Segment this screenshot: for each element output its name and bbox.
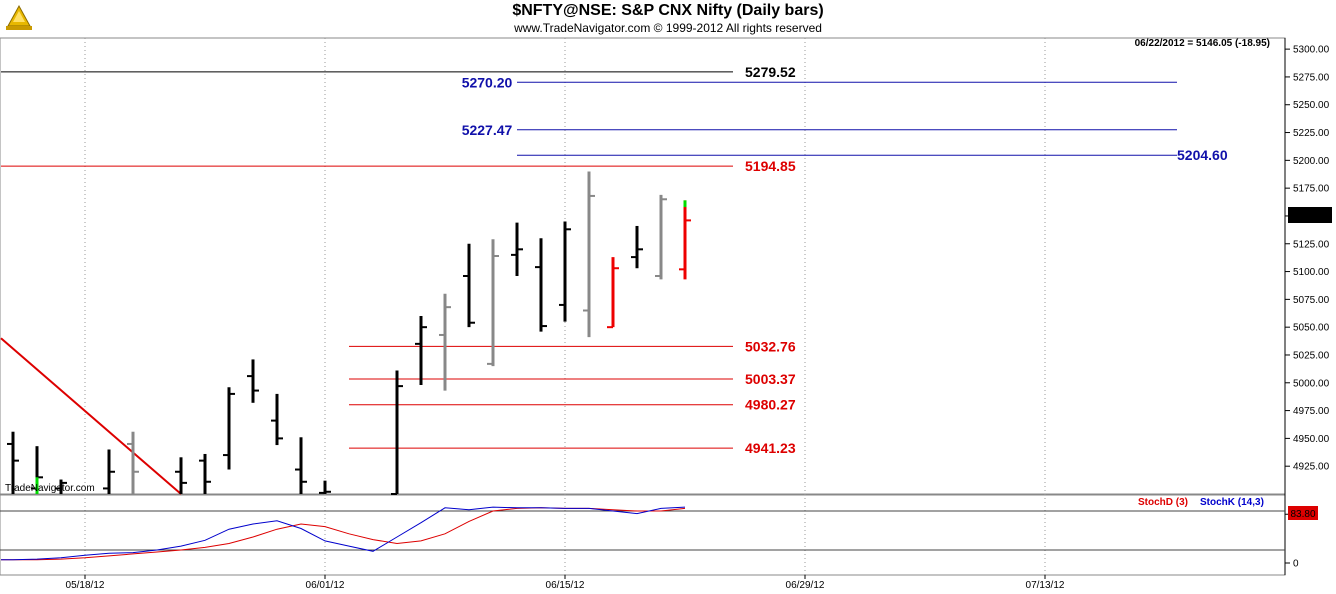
stoch-legend-d: StochD (3) xyxy=(1138,497,1188,508)
ohlc-bar xyxy=(319,480,331,494)
ohlc-bar xyxy=(607,257,619,329)
y-tick-label: 5250.00 xyxy=(1293,100,1330,111)
copyright-subtitle: www.TradeNavigator.com © 1999-2012 All r… xyxy=(514,21,822,35)
x-tick-label: 06/01/12 xyxy=(306,580,345,591)
level-label: 5194.85 xyxy=(745,158,796,174)
ohlc-bar xyxy=(295,437,307,494)
stoch-last-tag: 83.80 xyxy=(1290,509,1315,520)
ohlc-bar xyxy=(415,316,427,386)
ohlc-bar xyxy=(103,449,115,494)
ohlc-bar xyxy=(127,431,139,494)
x-tick-label: 06/29/12 xyxy=(786,580,825,591)
ohlc-bar xyxy=(463,243,475,328)
ohlc-bar xyxy=(679,200,691,280)
stoch-series-line xyxy=(1,506,686,561)
ohlc-bar xyxy=(487,239,499,367)
trend-line xyxy=(0,337,182,495)
ohlc-bar xyxy=(223,387,235,470)
chart-header: $NFTY@NSE: S&P CNX Nifty (Daily bars) ww… xyxy=(0,0,1336,38)
level-label: 5279.52 xyxy=(745,64,796,80)
date-readout: 06/22/2012 = 5146.05 (-18.95) xyxy=(1135,38,1270,49)
y-tick-label: 5000.00 xyxy=(1293,378,1330,389)
ohlc-bar xyxy=(271,393,283,446)
level-label: 4941.23 xyxy=(745,440,796,456)
x-tick-label: 05/18/12 xyxy=(66,580,105,591)
ohlc-bar xyxy=(559,221,571,322)
y-tick-label: 5050.00 xyxy=(1293,323,1330,334)
level-label: 4980.27 xyxy=(745,397,796,413)
y-tick-label: 4950.00 xyxy=(1293,434,1330,445)
price-panel xyxy=(0,37,1286,495)
level-label: 5003.37 xyxy=(745,371,796,387)
ohlc-bar xyxy=(7,431,19,494)
y-tick-label: 5175.00 xyxy=(1293,184,1330,195)
ohlc-bar xyxy=(631,225,643,269)
stochastic-panel xyxy=(0,494,1286,576)
ohlc-bar xyxy=(655,194,667,280)
level-label: 5204.60 xyxy=(1177,147,1228,163)
y-tick-label: 5225.00 xyxy=(1293,128,1330,139)
watermark: TradeNavigator.com xyxy=(5,483,95,494)
ohlc-bar xyxy=(511,222,523,277)
y-tick-label: 5125.00 xyxy=(1293,239,1330,250)
tradenavigator-logo-icon[interactable] xyxy=(4,2,34,37)
x-tick-label: 06/15/12 xyxy=(546,580,585,591)
y-tick-label: 4975.00 xyxy=(1293,406,1330,417)
ohlc-bar xyxy=(439,293,451,391)
y-tick-label: 5025.00 xyxy=(1293,350,1330,361)
x-tick-label: 07/13/12 xyxy=(1026,580,1065,591)
ohlc-bar xyxy=(175,457,187,494)
level-label: 5227.47 xyxy=(462,122,513,138)
ohlc-bar xyxy=(391,370,403,495)
ohlc-bar xyxy=(535,238,547,332)
level-label: 5032.76 xyxy=(745,338,796,354)
y-tick-label: 5300.00 xyxy=(1293,45,1330,56)
last-price-tag-bg xyxy=(1288,207,1332,223)
y-tick-label: 5275.00 xyxy=(1293,72,1330,83)
y-tick-label: 5075.00 xyxy=(1293,295,1330,306)
y-tick-label: 5200.00 xyxy=(1293,156,1330,167)
ohlc-bar xyxy=(247,359,259,403)
stoch-legend-k: StochK (14,3) xyxy=(1200,497,1264,508)
ohlc-bar xyxy=(55,479,67,494)
y-tick-label: 5100.00 xyxy=(1293,267,1330,278)
last-price-tag: 5146.05 xyxy=(1292,211,1329,222)
ohlc-bar xyxy=(199,453,211,494)
ohlc-bar xyxy=(583,171,595,338)
chart-title: $NFTY@NSE: S&P CNX Nifty (Daily bars) xyxy=(512,2,824,19)
stoch-last-tag-bg xyxy=(1288,506,1318,520)
y-tick-label: 4925.00 xyxy=(1293,462,1330,473)
ohlc-bar xyxy=(31,446,43,494)
level-label: 5270.20 xyxy=(462,74,513,90)
stoch-y-tick-label: 0 xyxy=(1293,559,1299,570)
